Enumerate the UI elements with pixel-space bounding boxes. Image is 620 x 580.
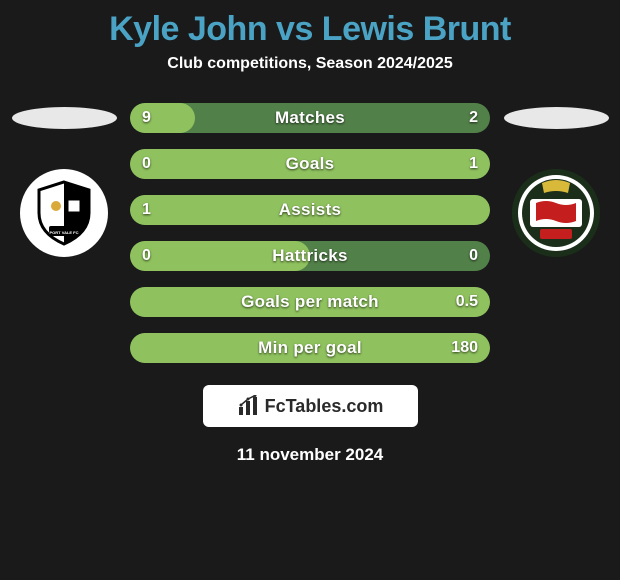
stat-label: Goals per match xyxy=(130,292,490,312)
stat-left-value: 1 xyxy=(142,201,151,219)
stat-right-value: 0 xyxy=(469,247,478,265)
left-player-column: PORT VALE FC xyxy=(4,103,124,257)
stat-right-value: 2 xyxy=(469,109,478,127)
stat-row: Matches9 2 xyxy=(130,103,490,133)
stat-label: Hattricks xyxy=(130,246,490,266)
date-line: 11 november 2024 xyxy=(0,445,620,465)
stat-right-value: 180 xyxy=(451,339,478,357)
stat-row: Goals0 1 xyxy=(130,149,490,179)
comparison-panel: Kyle John vs Lewis Brunt Club competitio… xyxy=(0,0,620,475)
right-team-crest xyxy=(512,169,600,257)
stat-left-value: 0 xyxy=(142,247,151,265)
page-title: Kyle John vs Lewis Brunt xyxy=(0,10,620,49)
fctables-logo: FcTables.com xyxy=(203,385,418,427)
right-player-column xyxy=(496,103,616,257)
bars-icon xyxy=(237,395,259,417)
stat-row: Min per goal180 xyxy=(130,333,490,363)
stat-label: Goals xyxy=(130,154,490,174)
stat-label: Assists xyxy=(130,200,490,220)
subtitle: Club competitions, Season 2024/2025 xyxy=(0,55,620,73)
shield-icon xyxy=(512,169,600,257)
stat-label: Matches xyxy=(130,108,490,128)
left-team-crest: PORT VALE FC xyxy=(20,169,108,257)
svg-text:PORT VALE FC: PORT VALE FC xyxy=(49,230,78,235)
stat-row: Hattricks0 0 xyxy=(130,241,490,271)
stat-left-value: 9 xyxy=(142,109,151,127)
stat-right-value: 1 xyxy=(469,155,478,173)
stats-column: Matches92Goals01Assists1Hattricks00Goals… xyxy=(124,103,496,379)
stat-left-value: 0 xyxy=(142,155,151,173)
stat-label: Min per goal xyxy=(130,338,490,358)
stat-right-value: 0.5 xyxy=(456,293,478,311)
left-player-shadow xyxy=(12,107,117,129)
stat-row: Assists1 xyxy=(130,195,490,225)
right-player-shadow xyxy=(504,107,609,129)
stat-row: Goals per match0.5 xyxy=(130,287,490,317)
compare-area: PORT VALE FC Matches92Goals01Assists1Hat… xyxy=(0,103,620,379)
logo-text: FcTables.com xyxy=(265,396,384,417)
shield-icon: PORT VALE FC xyxy=(29,178,99,248)
